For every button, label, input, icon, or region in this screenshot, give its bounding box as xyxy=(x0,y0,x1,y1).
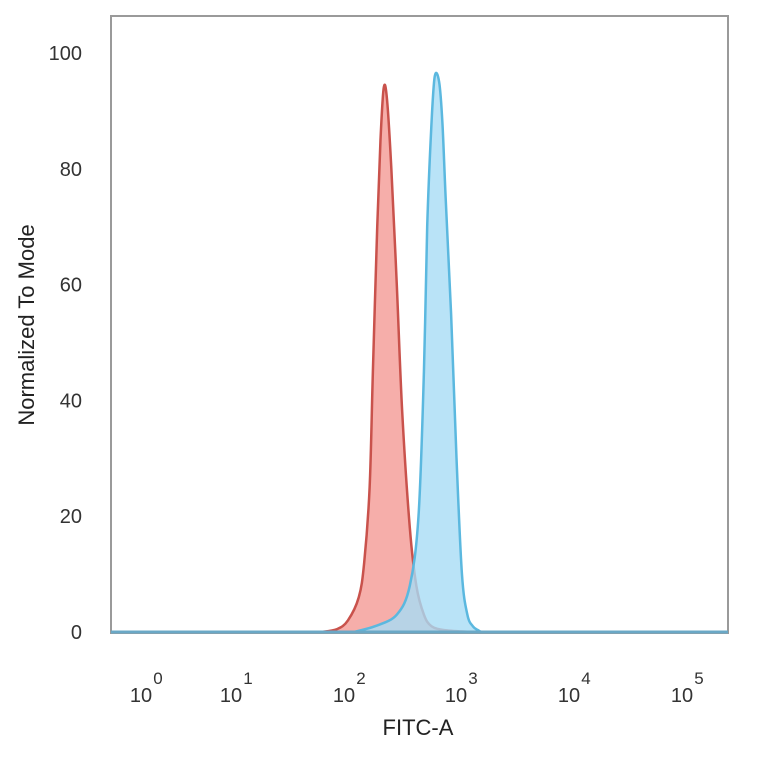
x-tick-label: 10 xyxy=(333,685,355,707)
series-area-0 xyxy=(320,84,473,632)
x-tick-label: 10 xyxy=(130,685,152,707)
x-tick-exponent: 2 xyxy=(356,669,365,688)
x-tick-label: 10 xyxy=(558,685,580,707)
y-tick-label: 20 xyxy=(60,506,82,528)
series-layer xyxy=(320,71,506,634)
y-tick-label: 0 xyxy=(71,622,82,644)
x-tick-label: 10 xyxy=(445,685,467,707)
x-axis-label: FITC-A xyxy=(383,715,454,740)
x-tick-label: 10 xyxy=(220,685,242,707)
x-tick-exponent: 4 xyxy=(581,669,590,688)
y-axis-ticks: 0 20 40 60 80 100 xyxy=(49,43,82,644)
series-line-1 xyxy=(353,71,506,634)
plot-area xyxy=(110,15,729,634)
x-tick-label: 10 xyxy=(671,685,693,707)
y-tick-label: 60 xyxy=(60,275,82,297)
series-area-1 xyxy=(353,72,506,633)
x-tick-exponent: 5 xyxy=(694,669,703,688)
y-tick-label: 80 xyxy=(60,159,82,181)
y-axis-label: Normalized To Mode xyxy=(14,224,39,425)
x-tick-exponent: 0 xyxy=(153,669,162,688)
y-tick-label: 40 xyxy=(60,390,82,412)
y-tick-label: 100 xyxy=(49,43,82,65)
x-tick-exponent: 1 xyxy=(243,669,252,688)
x-tick-exponent: 3 xyxy=(468,669,477,688)
